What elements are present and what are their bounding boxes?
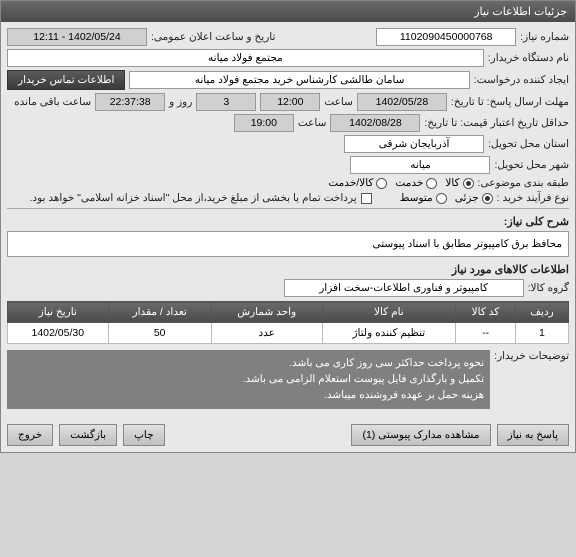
hour-label-1: ساعت — [324, 96, 353, 108]
need-desc-title: شرح کلی نیاز: — [7, 215, 569, 228]
cell-qty: 50 — [108, 323, 211, 344]
deadline-date: 1402/05/28 — [357, 93, 447, 111]
validity-date: 1402/08/28 — [330, 114, 420, 132]
th-date: تاریخ نیاز — [8, 302, 109, 323]
buyer-label: نام دستگاه خریدار: — [488, 52, 569, 64]
details-window: جزئیات اطلاعات نیاز شماره نیاز: 11020904… — [0, 0, 576, 453]
province-label: استان محل تحویل: — [488, 138, 569, 150]
validity-time: 19:00 — [234, 114, 294, 132]
requester-label: ایجاد کننده درخواست: — [474, 74, 569, 86]
category-label: طبقه بندی موضوعی: — [478, 177, 569, 189]
buyer-notes-value: نحوه پرداخت حداکثر سی روز کاری می باشد.ت… — [7, 350, 490, 409]
items-title: اطلاعات کالاهای مورد نیاز — [7, 263, 569, 276]
cell-unit: عدد — [211, 323, 322, 344]
need-no-value: 1102090450000768 — [376, 28, 516, 46]
window-titlebar: جزئیات اطلاعات نیاز — [1, 1, 575, 22]
respond-button[interactable]: پاسخ به نیاز — [497, 424, 569, 446]
content-area: شماره نیاز: 1102090450000768 تاریخ و ساع… — [1, 22, 575, 418]
contact-info-button[interactable]: اطلاعات تماس خریدار — [7, 70, 125, 90]
item-group-label: گروه کالا: — [528, 282, 569, 294]
table-header-row: ردیف کد کالا نام کالا واحد شمارش تعداد /… — [8, 302, 569, 323]
cell-name: تنظیم کننده ولتاژ — [322, 323, 455, 344]
days-label: روز و — [169, 96, 192, 108]
deadline-label: مهلت ارسال پاسخ: تا تاریخ: — [451, 96, 569, 108]
category-radios: کالا خدمت کالا/خدمت — [328, 177, 473, 189]
th-code: کد کالا — [456, 302, 516, 323]
cell-code: -- — [456, 323, 516, 344]
print-button[interactable]: چاپ — [123, 424, 165, 446]
back-button[interactable]: بازگشت — [59, 424, 117, 446]
radio-medium[interactable]: متوسط — [400, 192, 447, 204]
radio-service[interactable]: خدمت — [395, 177, 437, 189]
city-label: شهر محل تحویل: — [494, 159, 569, 171]
radio-dot-icon — [426, 178, 437, 189]
province-value: آذربایجان شرقی — [344, 135, 484, 153]
radio-dot-icon — [463, 178, 474, 189]
purchase-type-radios: جزئی متوسط — [400, 192, 493, 204]
buyer-value: مجتمع فولاد میانه — [7, 49, 484, 67]
treasury-checkbox[interactable] — [361, 193, 372, 204]
validity-label: حداقل تاریخ اعتبار قیمت: تا تاریخ: — [424, 117, 569, 129]
window-title: جزئیات اطلاعات نیاز — [474, 6, 567, 18]
radio-goods-service[interactable]: کالا/خدمت — [328, 177, 387, 189]
deadline-time: 12:00 — [260, 93, 320, 111]
purchase-type-label: نوع فرآیند خرید : — [497, 192, 569, 204]
radio-goods[interactable]: کالا — [445, 177, 473, 189]
hour-label-2: ساعت — [298, 117, 327, 129]
exit-button[interactable]: خروج — [7, 424, 53, 446]
days-count: 3 — [196, 93, 256, 111]
th-name: نام کالا — [322, 302, 455, 323]
radio-dot-icon — [482, 193, 493, 204]
need-no-label: شماره نیاز: — [520, 31, 569, 43]
pub-datetime-value: 1402/05/24 - 12:11 — [7, 28, 147, 46]
payment-note: پرداخت تمام یا بخشی از مبلغ خرید،از محل … — [30, 192, 357, 204]
th-qty: تعداد / مقدار — [108, 302, 211, 323]
table-row[interactable]: 1 -- تنظیم کننده ولتاژ عدد 50 1402/05/30 — [8, 323, 569, 344]
cell-n: 1 — [515, 323, 568, 344]
need-desc-value: محافظ برق کامپیوتر مطابق با اسناد پیوستی — [7, 231, 569, 257]
requester-value: سامان طالشی کارشناس خرید مجتمع فولاد میا… — [129, 71, 469, 89]
remaining-label: ساعت باقی مانده — [14, 96, 91, 108]
radio-dot-icon — [436, 193, 447, 204]
city-value: میانه — [350, 156, 490, 174]
separator — [7, 208, 569, 209]
th-row: ردیف — [515, 302, 568, 323]
cell-date: 1402/05/30 — [8, 323, 109, 344]
buyer-notes-label: توضیحات خریدار: — [494, 350, 569, 362]
items-table: ردیف کد کالا نام کالا واحد شمارش تعداد /… — [7, 301, 569, 344]
radio-partial[interactable]: جزئی — [455, 192, 493, 204]
th-unit: واحد شمارش — [211, 302, 322, 323]
remaining-time: 22:37:38 — [95, 93, 165, 111]
item-group-value: کامپیوتر و فناوری اطلاعات-سخت افزار — [284, 279, 524, 297]
radio-dot-icon — [376, 178, 387, 189]
pub-datetime-label: تاریخ و ساعت اعلان عمومی: — [151, 31, 275, 43]
footer-bar: پاسخ به نیاز مشاهده مدارک پیوستی (1) چاپ… — [1, 418, 575, 452]
attachments-button[interactable]: مشاهده مدارک پیوستی (1) — [351, 424, 490, 446]
